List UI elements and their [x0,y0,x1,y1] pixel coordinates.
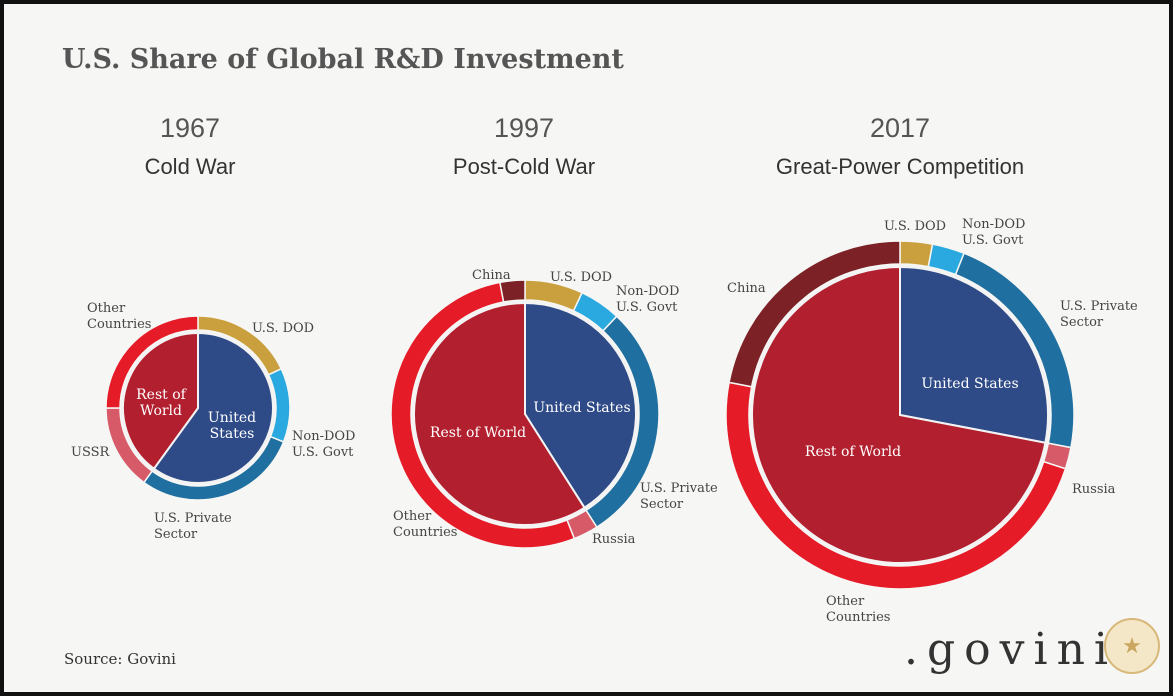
ring-separator-1997 [411,300,639,528]
outer-label-u-s-dod-2017: U.S. DOD [884,219,946,234]
chart-era-2017: Great-Power Competition [776,154,1024,179]
outer-label-russia-1997: Russia [592,532,636,547]
ring-separator-1967 [120,330,276,486]
outer-label-russia-2017: Russia [1072,482,1116,497]
inner-label-rest-of-world-1997: Rest of World [430,425,526,441]
outer-label-u-s-private-sector-1967: U.S. Private Sector [154,511,232,542]
chart-era-1997: Post-Cold War [453,154,595,179]
donut-chart-2017: 2017 Great-Power Competition United States… [725,113,1138,625]
ring-separator-2017 [749,264,1051,566]
source-note: Source: Govini [64,650,176,668]
outer-label-u-s-dod-1997: U.S. DOD [550,270,612,285]
outer-label-china-1997: China [472,268,511,283]
outer-label-ussr-1967: USSR [71,445,111,460]
chart-era-1967: Cold War [145,154,236,179]
inner-label-united-states-2017: United States [921,376,1018,392]
inner-label-united-states-1967: United States [208,410,256,442]
chart-title: U.S. Share of Global R&D Investment [62,44,624,75]
outer-slice-other-countries-1967 [105,315,199,409]
outer-label-u-s-private-sector-2017: U.S. Private Sector [1060,299,1138,330]
outer-label-non-dod-u-s-govt-1967: Non-DOD U.S. Govt [292,429,355,460]
outer-label-u-s-dod-1967: U.S. DOD [252,321,314,336]
outer-slice-china-2017 [728,240,901,388]
donut-chart-1997: 1997 Post-Cold War United States Rest of Wo… [390,113,718,549]
chart-year-1967: 1967 [160,113,220,143]
outer-label-other-countries-1997: Other Countries [393,509,457,540]
outer-label-non-dod-u-s-govt-1997: Non-DOD U.S. Govt [616,284,679,315]
outer-label-other-countries-1967: Other Countries [87,301,151,332]
outer-label-other-countries-2017: Other Countries [826,594,890,625]
outer-slice-china-1997 [499,279,526,303]
outer-label-non-dod-u-s-govt-2017: Non-DOD U.S. Govt [962,217,1025,248]
govini-logo: .govini [904,624,1117,675]
donut-chart-1967: 1967 Cold War United States Rest of World U.S.… [71,113,355,542]
chart-year-1997: 1997 [494,113,554,143]
inner-label-rest-of-world-2017: Rest of World [805,444,901,460]
inner-slice-united-states-2017 [899,265,1049,444]
seal-icon [1104,618,1160,674]
inner-label-rest-of-world-1967: Rest of World [136,387,188,419]
charts-canvas: 1967 Cold War United States Rest of World U.S.… [71,113,1138,625]
outer-slice-u-s-dod-2017 [899,240,934,268]
inner-label-united-states-1997: United States [533,400,630,416]
outer-label-china-2017: China [727,281,766,296]
chart-year-2017: 2017 [870,113,930,143]
outer-label-u-s-private-sector-1997: U.S. Private Sector [640,481,718,512]
